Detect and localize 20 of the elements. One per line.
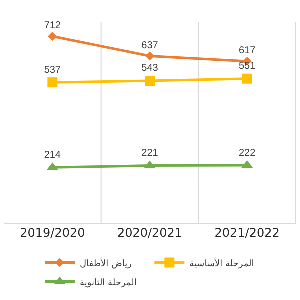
x-tick-label: 2020/2021 [117,226,183,240]
x-tick-label: 2019/2020 [20,226,86,240]
legend-label: رياض الأطفال [80,257,132,270]
point [145,76,155,86]
data-label: 222 [238,148,256,159]
point [48,32,58,42]
legend-label: المرحلة الثانوية [80,278,137,288]
point [48,78,58,88]
data-label: 221 [142,148,159,160]
legend-label: المرحلة الأساسية [190,257,254,270]
x-tick-label: 2021/2022 [214,226,280,240]
point [145,52,155,61]
data-label: 712 [44,20,62,32]
data-label: 637 [142,40,159,52]
point [242,74,252,84]
data-label: 214 [44,150,62,161]
data-label: 543 [142,63,159,74]
data-label: 537 [44,64,62,76]
data-label: 617 [238,46,256,57]
data-label: 551 [238,61,256,72]
